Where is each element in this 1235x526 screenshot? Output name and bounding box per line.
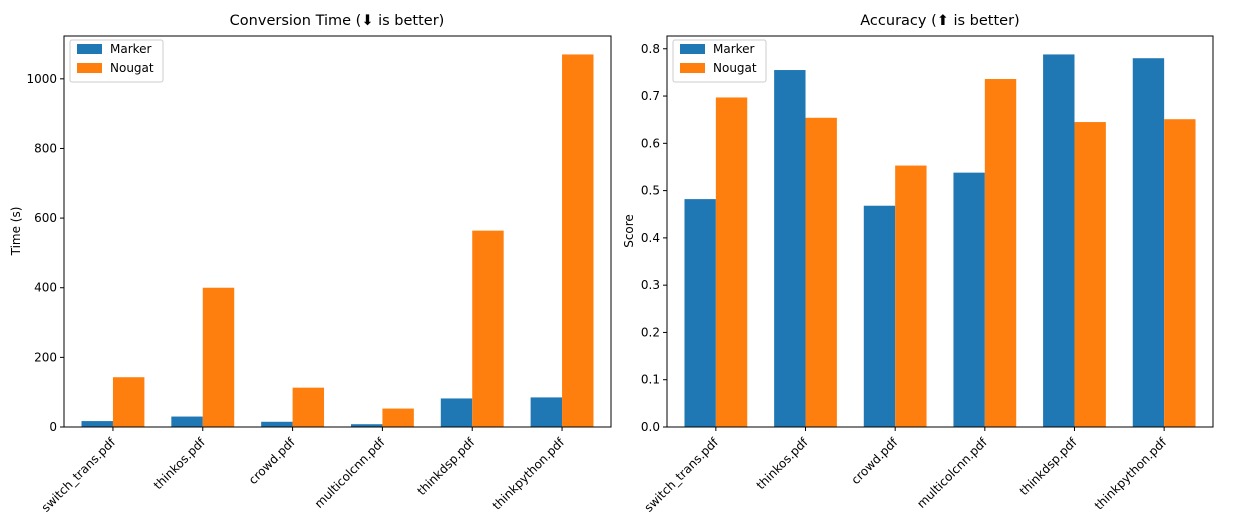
bar-nougat-thinkdsp [472, 230, 504, 427]
legend-swatch-marker [77, 44, 102, 54]
legend-label-nougat: Nougat [110, 61, 154, 75]
y-tick-label: 0 [49, 420, 57, 434]
y-tick-label: 0.7 [641, 89, 660, 103]
x-tick-label: multicolcnn.pdf [312, 435, 388, 511]
legend: Marker Nougat [69, 39, 164, 83]
bar-nougat-thinkpython [562, 54, 594, 427]
chart-title: Accuracy (⬆ is better) [860, 13, 1019, 29]
legend-swatch-nougat [77, 63, 102, 73]
chart-title: Conversion Time (⬇ is better) [230, 13, 445, 29]
legend-label-nougat: Nougat [713, 61, 757, 75]
x-axis: switch_trans.pdf thinkos.pdf crowd.pdf mult… [39, 427, 568, 515]
x-tick-label: thinkos.pdf [754, 435, 812, 493]
y-tick-label: 0.1 [641, 373, 660, 387]
x-tick-label: switch_trans.pdf [39, 435, 119, 515]
y-axis-label: Time (s) [9, 207, 23, 257]
bar-nougat-switch-trans [715, 97, 748, 428]
y-tick-label: 0.3 [641, 278, 660, 292]
bar-marker-thinkpython [1132, 58, 1165, 427]
y-tick-label: 800 [34, 141, 57, 155]
x-tick-label: thinkos.pdf [151, 435, 209, 493]
y-tick-label: 400 [34, 281, 57, 295]
y-tick-label: 200 [34, 350, 57, 364]
bar-marker-thinkpython [530, 397, 563, 427]
bar-nougat-switch-trans [112, 377, 145, 427]
plot-frame [666, 35, 1214, 428]
y-tick-label: 0.0 [641, 420, 660, 434]
x-tick-label: switch_trans.pdf [642, 435, 722, 515]
y-tick-label: 1000 [26, 72, 57, 86]
bar-marker-thinkdsp [440, 398, 473, 427]
legend-swatch-marker [680, 44, 705, 54]
bar-nougat-thinkpython [1164, 119, 1196, 428]
bar-nougat-thinkos [805, 117, 837, 427]
y-axis-label: Score [622, 214, 636, 248]
legend-swatch-nougat [680, 63, 705, 73]
accuracy-chart: Accuracy (⬆ is better) Score 0.00.10.20.… [622, 13, 1214, 515]
y-tick-label: 0.5 [641, 184, 660, 198]
bar-marker-multicolcnn [953, 172, 985, 427]
bar-marker-thinkos [774, 70, 806, 427]
x-tick-label: crowd.pdf [848, 435, 900, 487]
bar-marker-thinkos [171, 416, 203, 427]
legend-label-marker: Marker [110, 42, 152, 56]
bars [81, 54, 594, 427]
bar-nougat-multicolcnn [382, 408, 414, 427]
bar-marker-switch-trans [81, 421, 113, 427]
bar-nougat-thinkdsp [1074, 122, 1106, 428]
plot-frame [63, 35, 612, 428]
legend-label-marker: Marker [713, 42, 755, 56]
conversion-time-chart: Conversion Time (⬇ is better) Time (s) 0… [9, 13, 612, 515]
x-tick-label: crowd.pdf [246, 435, 298, 487]
y-tick-label: 0.8 [641, 42, 660, 56]
bar-nougat-multicolcnn [984, 79, 1017, 428]
x-tick-label: thinkpython.pdf [1092, 435, 1170, 513]
bars [684, 54, 1196, 428]
y-axis: 0.0 0.1 0.2 0.3 0.4 0.5 0.6 0.7 0.8 [641, 42, 667, 434]
x-axis: switch_trans.pdf thinkos.pdf crowd.pdf mult… [642, 427, 1170, 515]
y-axis: 0 200 400 600 800 1000 [26, 72, 64, 434]
x-tick-label: multicolcnn.pdf [914, 435, 990, 511]
x-tick-label: thinkdsp.pdf [414, 435, 477, 498]
bar-marker-switch-trans [684, 199, 716, 427]
bar-nougat-crowd [292, 387, 325, 427]
x-tick-label: thinkdsp.pdf [1017, 435, 1080, 498]
y-tick-label: 0.4 [641, 231, 660, 245]
x-tick-label: thinkpython.pdf [490, 435, 568, 513]
y-tick-label: 600 [34, 211, 57, 225]
bar-marker-thinkdsp [1043, 54, 1075, 427]
legend: Marker Nougat [672, 39, 767, 83]
bar-marker-multicolcnn [350, 424, 383, 427]
bar-nougat-crowd [895, 165, 927, 428]
bar-marker-crowd [261, 421, 293, 427]
bar-marker-crowd [863, 205, 896, 427]
y-tick-label: 0.2 [641, 325, 660, 339]
y-tick-label: 0.6 [641, 136, 660, 150]
bar-nougat-thinkos [202, 287, 235, 427]
